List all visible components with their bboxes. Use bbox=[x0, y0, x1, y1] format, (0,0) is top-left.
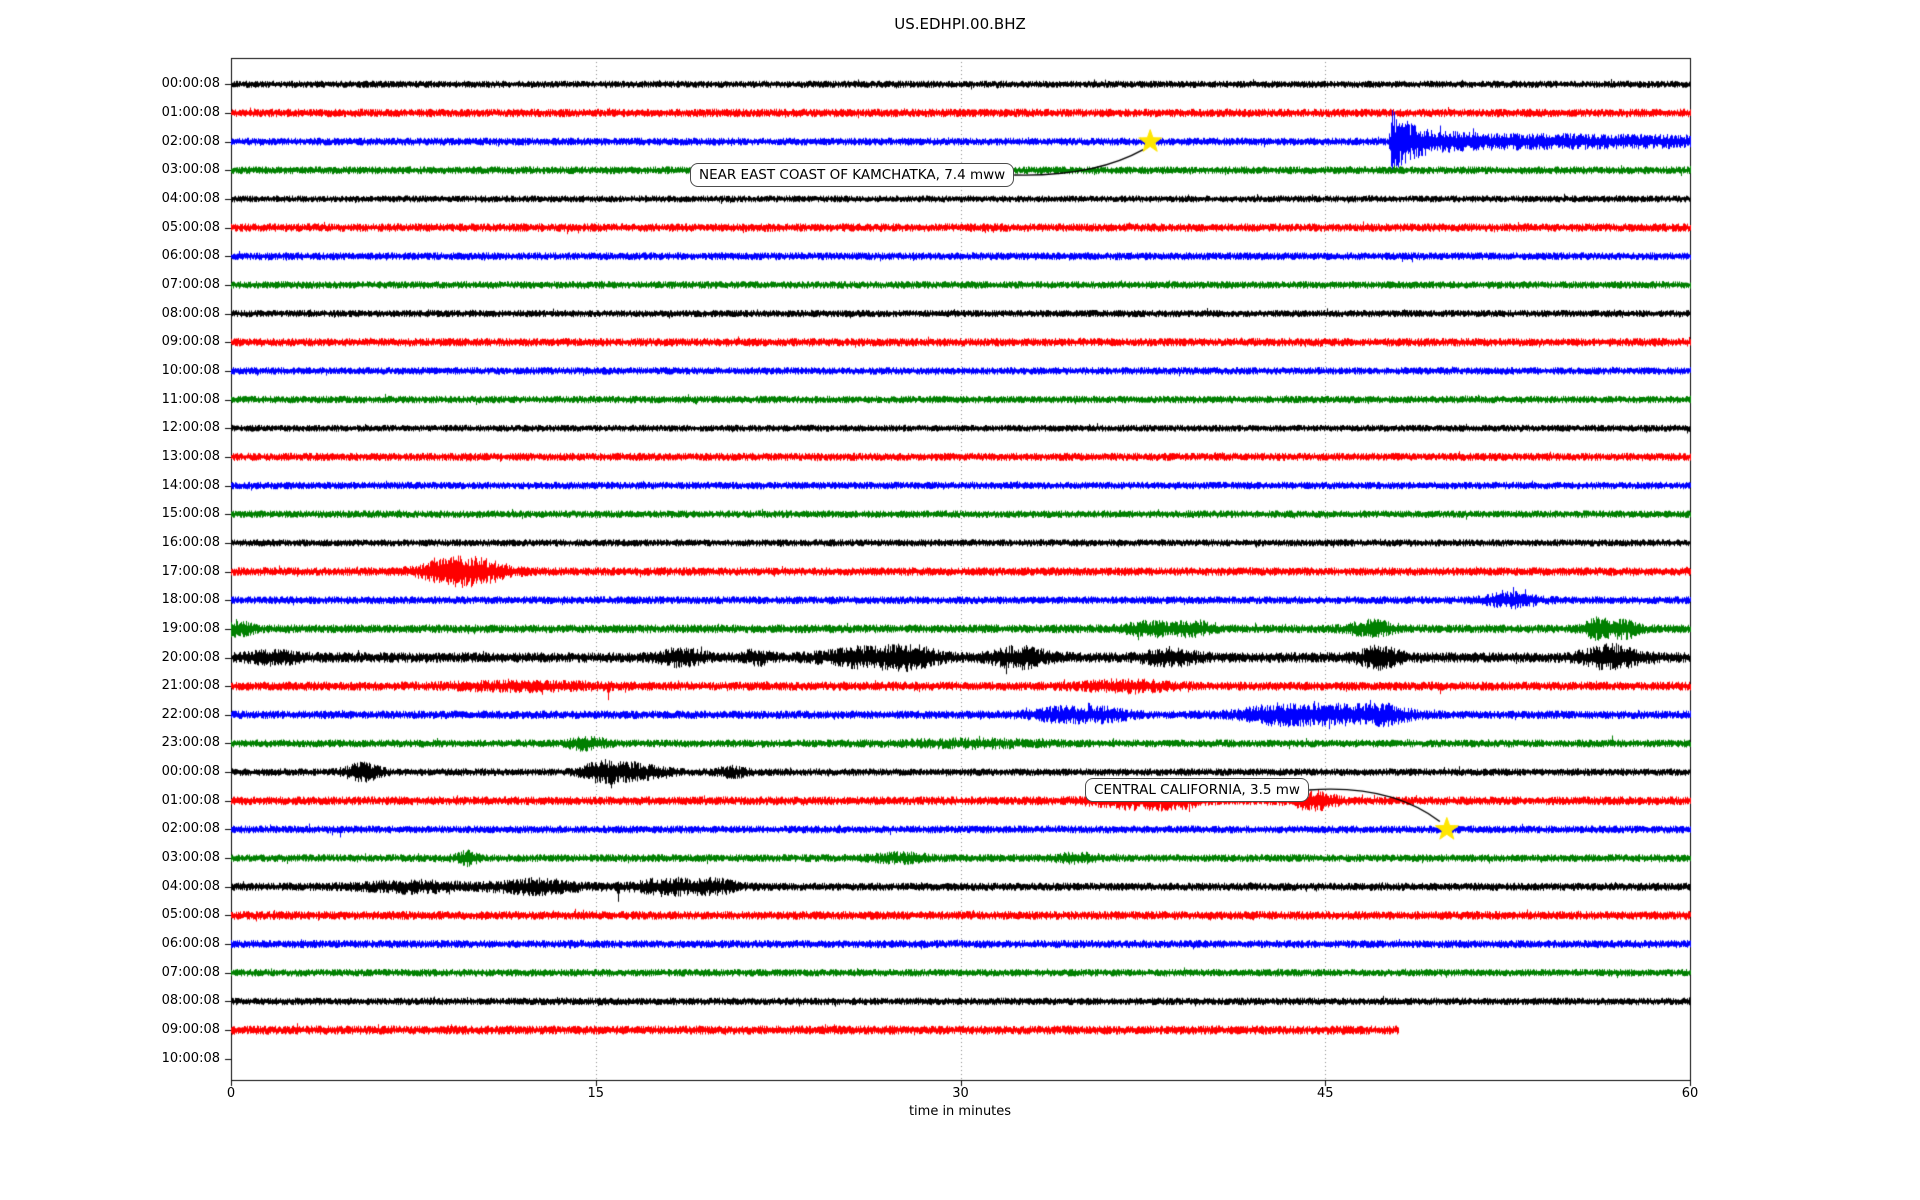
time-row-label: 09:00:08 bbox=[161, 1022, 220, 1038]
annotation-kamchatka-label: NEAR EAST COAST OF KAMCHATKA, 7.4 mww bbox=[690, 163, 1015, 187]
time-row-label: 04:00:08 bbox=[161, 190, 220, 206]
time-row-label: 01:00:08 bbox=[161, 792, 220, 808]
time-row-label: 22:00:08 bbox=[161, 706, 220, 722]
annotation-california-label: CENTRAL CALIFORNIA, 3.5 mw bbox=[1085, 778, 1309, 802]
time-row-label: 09:00:08 bbox=[161, 334, 220, 350]
x-axis-label: time in minutes bbox=[908, 1104, 1012, 1119]
x-tick-label: 45 bbox=[1316, 1086, 1334, 1101]
time-row-label: 20:00:08 bbox=[161, 649, 220, 665]
time-row-label: 18:00:08 bbox=[161, 592, 220, 608]
time-row-label: 10:00:08 bbox=[161, 1050, 220, 1066]
x-tick-label: 0 bbox=[226, 1086, 236, 1101]
time-row-label: 16:00:08 bbox=[161, 534, 220, 550]
x-tick-label: 60 bbox=[1681, 1086, 1699, 1101]
time-row-label: 03:00:08 bbox=[161, 162, 220, 178]
time-row-label: 00:00:08 bbox=[161, 764, 220, 780]
time-row-label: 02:00:08 bbox=[161, 821, 220, 837]
time-row-label: 12:00:08 bbox=[161, 420, 220, 436]
time-row-label: 01:00:08 bbox=[161, 104, 220, 120]
time-row-label: 00:00:08 bbox=[161, 76, 220, 92]
time-row-label: 05:00:08 bbox=[161, 907, 220, 923]
time-row-label: 07:00:08 bbox=[161, 964, 220, 980]
time-row-label: 06:00:08 bbox=[161, 248, 220, 264]
time-row-label: 04:00:08 bbox=[161, 878, 220, 894]
time-row-label: 17:00:08 bbox=[161, 563, 220, 579]
time-row-label: 05:00:08 bbox=[161, 219, 220, 235]
time-row-label: 08:00:08 bbox=[161, 305, 220, 321]
time-row-label: 13:00:08 bbox=[161, 448, 220, 464]
time-row-label: 11:00:08 bbox=[161, 391, 220, 407]
time-row-label: 21:00:08 bbox=[161, 678, 220, 694]
time-row-label: 10:00:08 bbox=[161, 362, 220, 378]
chart-title: US.EDHPI.00.BHZ bbox=[894, 15, 1026, 33]
time-row-label: 03:00:08 bbox=[161, 850, 220, 866]
time-row-label: 14:00:08 bbox=[161, 477, 220, 493]
time-row-label: 02:00:08 bbox=[161, 133, 220, 149]
x-tick-label: 30 bbox=[952, 1086, 969, 1101]
time-row-label: 08:00:08 bbox=[161, 993, 220, 1009]
x-tick-label: 15 bbox=[587, 1086, 605, 1101]
time-row-label: 07:00:08 bbox=[161, 276, 220, 292]
time-row-label: 15:00:08 bbox=[161, 506, 220, 522]
time-row-label: 23:00:08 bbox=[161, 735, 220, 751]
time-row-label: 19:00:08 bbox=[161, 620, 220, 636]
time-row-label: 06:00:08 bbox=[161, 936, 220, 952]
